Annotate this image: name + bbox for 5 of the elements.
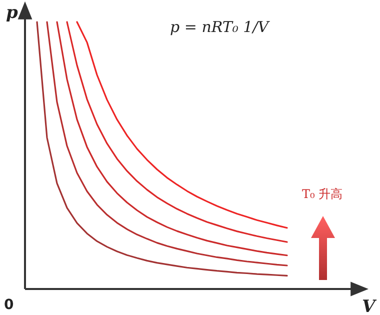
annotation: p = nRT₀ 1/V — [170, 18, 271, 36]
text: T₀ 升高 — [302, 187, 343, 201]
x-axis-title: V — [362, 297, 377, 315]
y-axis-title: p — [6, 3, 18, 23]
text: 0 — [4, 297, 14, 313]
